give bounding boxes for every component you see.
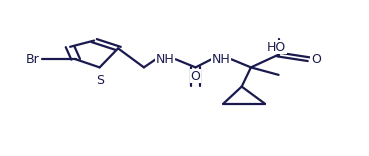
Text: HO: HO <box>267 41 286 54</box>
Text: O: O <box>311 53 321 66</box>
Text: S: S <box>96 74 104 87</box>
Text: NH: NH <box>212 53 231 66</box>
Text: NH: NH <box>156 53 175 66</box>
Text: Br: Br <box>26 53 39 66</box>
Text: O: O <box>191 70 200 83</box>
